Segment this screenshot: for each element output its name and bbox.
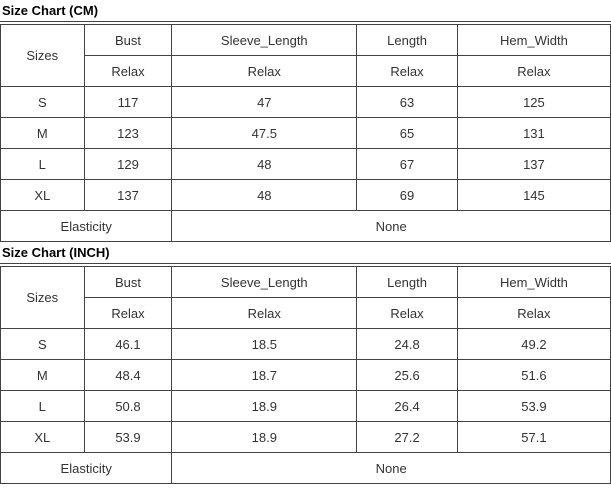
fit-cell-hem-width: Relax	[456, 55, 611, 87]
value-cell: 49.2	[456, 328, 611, 360]
value-cell: 125	[456, 86, 611, 118]
value-cell: 137	[83, 179, 173, 211]
value-cell: 65	[356, 117, 458, 149]
value-cell: 53.9	[83, 421, 173, 453]
value-cell: 131	[456, 117, 611, 149]
value-cell: 47	[171, 86, 358, 118]
size-cell: M	[0, 359, 85, 391]
table-row-s: S 117 47 63 125	[0, 86, 611, 118]
value-cell: 48	[171, 179, 358, 211]
size-chart-inch-title: Size Chart (INCH)	[0, 242, 611, 264]
table-row-xl: XL 137 48 69 145	[0, 179, 611, 211]
value-cell: 47.5	[171, 117, 358, 149]
fit-row: Relax Relax Relax Relax	[1, 297, 611, 329]
col-header-sizes: Sizes	[0, 266, 85, 329]
header-row: Sizes Bust Sleeve_Length Length Hem_Widt…	[0, 24, 611, 87]
value-cell: 63	[356, 86, 458, 118]
size-cell: XL	[0, 179, 85, 211]
elasticity-row: Elasticity None	[0, 210, 611, 242]
value-cell: 18.9	[171, 421, 358, 453]
fit-row: Relax Relax Relax Relax	[1, 55, 611, 87]
value-cell: 46.1	[83, 328, 173, 360]
fit-cell-sleeve-length: Relax	[171, 297, 358, 329]
size-cell: S	[0, 328, 85, 360]
value-cell: 27.2	[356, 421, 458, 453]
fit-cell-hem-width: Relax	[456, 297, 611, 329]
col-header-sizes: Sizes	[0, 24, 85, 87]
value-cell: 18.5	[171, 328, 358, 360]
size-chart-cm-table: Sizes Bust Sleeve_Length Length Hem_Widt…	[0, 24, 611, 242]
value-cell: 123	[83, 117, 173, 149]
size-cell: L	[0, 390, 85, 422]
value-cell: 18.7	[171, 359, 358, 391]
table-row-m: M 48.4 18.7 25.6 51.6	[0, 359, 611, 391]
fit-cell-length: Relax	[356, 55, 458, 87]
value-cell: 67	[356, 148, 458, 180]
value-cell: 48	[171, 148, 358, 180]
size-chart-cm-title: Size Chart (CM)	[0, 0, 611, 22]
value-cell: 50.8	[83, 390, 173, 422]
col-header-hem-width: Hem_Width	[456, 24, 611, 56]
col-header-length: Length	[356, 24, 458, 56]
value-cell: 53.9	[456, 390, 611, 422]
size-cell: S	[0, 86, 85, 118]
size-chart-cm-section: Size Chart (CM) Sizes Bust Sleeve_Length…	[0, 0, 611, 242]
fit-cell-bust: Relax	[83, 297, 173, 329]
table-row-m: M 123 47.5 65 131	[0, 117, 611, 149]
table-row-xl: XL 53.9 18.9 27.2 57.1	[0, 421, 611, 453]
value-cell: 25.6	[356, 359, 458, 391]
size-chart-inch-section: Size Chart (INCH) Sizes Bust Sleeve_Leng…	[0, 242, 611, 484]
value-cell: 24.8	[356, 328, 458, 360]
elasticity-label-cell: Elasticity	[0, 452, 173, 484]
size-cell: M	[0, 117, 85, 149]
table-row-l: L 50.8 18.9 26.4 53.9	[0, 390, 611, 422]
header-row: Sizes Bust Sleeve_Length Length Hem_Widt…	[0, 266, 611, 329]
col-header-length: Length	[356, 266, 458, 298]
table-row-l: L 129 48 67 137	[0, 148, 611, 180]
size-chart-inch-table: Sizes Bust Sleeve_Length Length Hem_Widt…	[0, 266, 611, 484]
col-header-hem-width: Hem_Width	[456, 266, 611, 298]
value-cell: 129	[83, 148, 173, 180]
col-header-sleeve-length: Sleeve_Length	[171, 24, 358, 56]
col-header-bust: Bust	[83, 266, 173, 298]
value-cell: 51.6	[456, 359, 611, 391]
elasticity-label-cell: Elasticity	[0, 210, 173, 242]
value-cell: 26.4	[356, 390, 458, 422]
value-cell: 145	[456, 179, 611, 211]
elasticity-row: Elasticity None	[0, 452, 611, 484]
value-cell: 18.9	[171, 390, 358, 422]
fit-cell-length: Relax	[356, 297, 458, 329]
value-cell: 48.4	[83, 359, 173, 391]
elasticity-value-cell: None	[171, 452, 611, 484]
elasticity-value-cell: None	[171, 210, 611, 242]
size-cell: XL	[0, 421, 85, 453]
fit-cell-sleeve-length: Relax	[171, 55, 358, 87]
fit-cell-bust: Relax	[83, 55, 173, 87]
value-cell: 137	[456, 148, 611, 180]
value-cell: 117	[83, 86, 173, 118]
value-cell: 69	[356, 179, 458, 211]
size-cell: L	[0, 148, 85, 180]
col-header-sleeve-length: Sleeve_Length	[171, 266, 358, 298]
value-cell: 57.1	[456, 421, 611, 453]
table-row-s: S 46.1 18.5 24.8 49.2	[0, 328, 611, 360]
col-header-bust: Bust	[83, 24, 173, 56]
